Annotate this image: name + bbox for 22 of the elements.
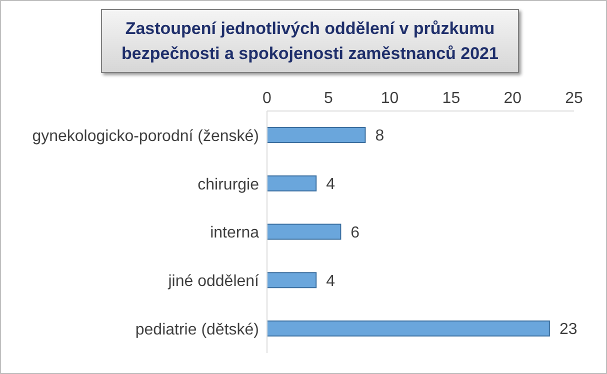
bar <box>267 224 342 240</box>
y-tick-label: interna <box>210 224 260 242</box>
bar <box>267 126 366 143</box>
data-label: 8 <box>375 128 384 145</box>
x-tick-label: 5 <box>324 90 333 107</box>
chart-title: Zastoupení jednotlivých oddělení v průzkumu bezpečnosti a spokojenosti zaměstnanců 2021 <box>101 9 519 73</box>
y-tick-label: chirurgie <box>198 176 260 194</box>
x-tick-label: 10 <box>380 90 399 107</box>
x-tick-label: 15 <box>442 90 460 107</box>
x-tick-label: 0 <box>262 90 272 107</box>
bar <box>267 320 550 337</box>
x-tick-label: 25 <box>565 90 583 107</box>
x-tick-label: 20 <box>504 90 522 107</box>
data-label: 4 <box>326 272 336 290</box>
data-label: 6 <box>350 224 360 242</box>
data-label: 23 <box>559 321 578 338</box>
bar <box>267 272 317 288</box>
y-tick-label: jiné oddělení <box>167 273 260 290</box>
y-tick-label: gynekologicko-porodní (ženské) <box>32 128 259 145</box>
y-tick-label: pediatrie (dětské) <box>135 321 259 338</box>
data-label: 4 <box>326 176 336 194</box>
bar <box>267 175 317 192</box>
